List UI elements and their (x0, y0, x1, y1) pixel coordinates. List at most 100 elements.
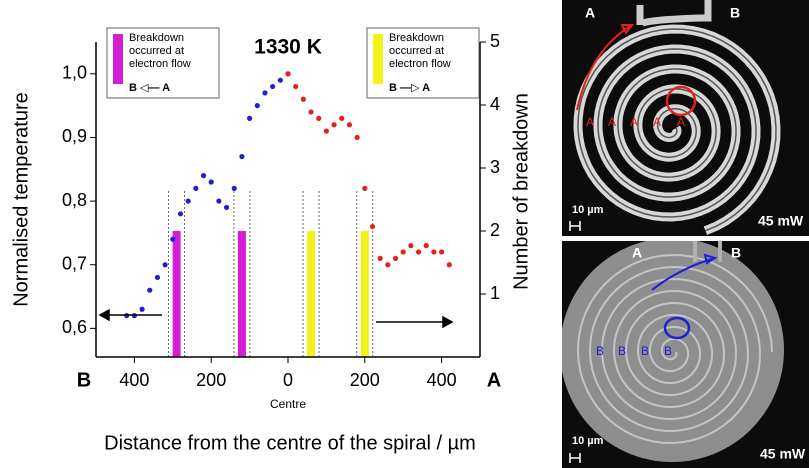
data-point (170, 236, 176, 242)
breakdown-site (663, 316, 691, 340)
data-point (177, 211, 184, 217)
y2-tick-label: 3 (490, 157, 500, 177)
data-point (254, 103, 260, 109)
data-point (300, 96, 306, 102)
micrograph-top-content (573, 0, 781, 235)
breakdown-bar (360, 231, 369, 357)
data-point (147, 287, 153, 293)
x-tick-label: 400 (427, 370, 457, 390)
disc (562, 241, 784, 462)
breakdown-site (665, 85, 697, 117)
data-point (446, 262, 452, 268)
data-point (185, 198, 191, 204)
data-point (415, 249, 422, 255)
data-point (277, 77, 283, 83)
data-point (231, 185, 237, 191)
breakdown-label: B (641, 344, 649, 358)
data-point (354, 134, 360, 141)
y-tick-label: 0,8 (62, 190, 87, 210)
data-point (223, 204, 230, 211)
legend-swatch (113, 34, 123, 84)
x-tick-label: 200 (196, 370, 226, 390)
breakdown-label: A (677, 115, 685, 129)
legend-text: Breakdown occurred at electron flow (129, 32, 191, 70)
y2-tick-label: 4 (490, 94, 500, 114)
data-point (216, 198, 222, 204)
data-point (346, 122, 353, 128)
data-point (208, 179, 214, 185)
legend-text: Breakdown occurred at electron flow (389, 32, 451, 70)
legend-swatch (373, 34, 383, 84)
end-label: A (585, 5, 595, 21)
data-point (439, 249, 445, 255)
data-point (293, 83, 299, 90)
legend-box (106, 27, 220, 99)
breakdown-label: B (618, 344, 626, 358)
x-axis-label: Distance from the centre of the spiral /… (104, 432, 476, 454)
power-label: 45 mW (760, 446, 806, 462)
data-point (193, 185, 199, 191)
legend-flow: B ◁— A (129, 82, 170, 94)
data-point (262, 90, 268, 96)
end-label: A (632, 245, 642, 261)
data-point (362, 185, 368, 191)
breakdown-label: A (608, 115, 616, 129)
data-point (154, 274, 161, 281)
data-point (270, 83, 276, 90)
arrow-left (98, 308, 162, 322)
scale-bar (569, 453, 581, 463)
spiral (576, 253, 773, 445)
data-point (323, 128, 329, 134)
end-label-b: B (77, 369, 91, 391)
power-label: 45 mW (758, 213, 804, 229)
y-axis-label: Normalised temperature (10, 92, 32, 307)
breakdown-label: B (664, 344, 672, 358)
y2-axis-label: Number of breakdown (510, 93, 532, 290)
data-point (162, 262, 168, 268)
data-point (239, 153, 245, 160)
breakdown-label: B (596, 344, 604, 358)
y-tick-label: 0,9 (62, 126, 87, 146)
breakdown-label: A (653, 115, 661, 129)
end-label-a: A (487, 369, 501, 391)
end-label: B (731, 245, 741, 261)
y2-tick-label: 5 (490, 31, 500, 51)
flow-arrow (576, 24, 634, 111)
breakdown-bar (237, 231, 246, 357)
data-point (385, 262, 391, 268)
flow-arrow (651, 253, 718, 291)
data-point (431, 249, 437, 255)
data-point (392, 255, 399, 261)
spiral-gap (577, 28, 777, 232)
data-point (400, 249, 406, 255)
data-point (316, 115, 322, 121)
data-point (423, 243, 429, 249)
data-point (369, 223, 376, 230)
y-tick-label: 0,6 (62, 317, 87, 337)
micrograph-bottom-content (576, 241, 773, 445)
x-tick-label: 400 (119, 370, 149, 390)
data-point (285, 71, 291, 77)
legend-box (366, 27, 480, 99)
x-tick-label: 0 (283, 370, 293, 390)
data-point (308, 109, 314, 115)
data-point (200, 173, 207, 179)
data-point (339, 115, 345, 121)
data-point (139, 306, 145, 312)
scale-label: 10 µm (572, 204, 604, 216)
end-label: B (730, 5, 740, 21)
centre-label: Centre (270, 397, 306, 411)
arrow-right (376, 315, 454, 329)
chart-title: 1330 K (254, 36, 322, 59)
scale-bar (569, 221, 581, 231)
breakdown-bar (307, 231, 316, 357)
y2-tick-label: 1 (490, 283, 500, 303)
scale-label: 10 µm (572, 435, 604, 447)
y-tick-label: 1,0 (62, 63, 87, 83)
data-point (377, 255, 383, 261)
data-point (408, 243, 414, 249)
breakdown-bar (172, 231, 181, 357)
lead (636, 0, 712, 29)
lead (693, 241, 722, 262)
